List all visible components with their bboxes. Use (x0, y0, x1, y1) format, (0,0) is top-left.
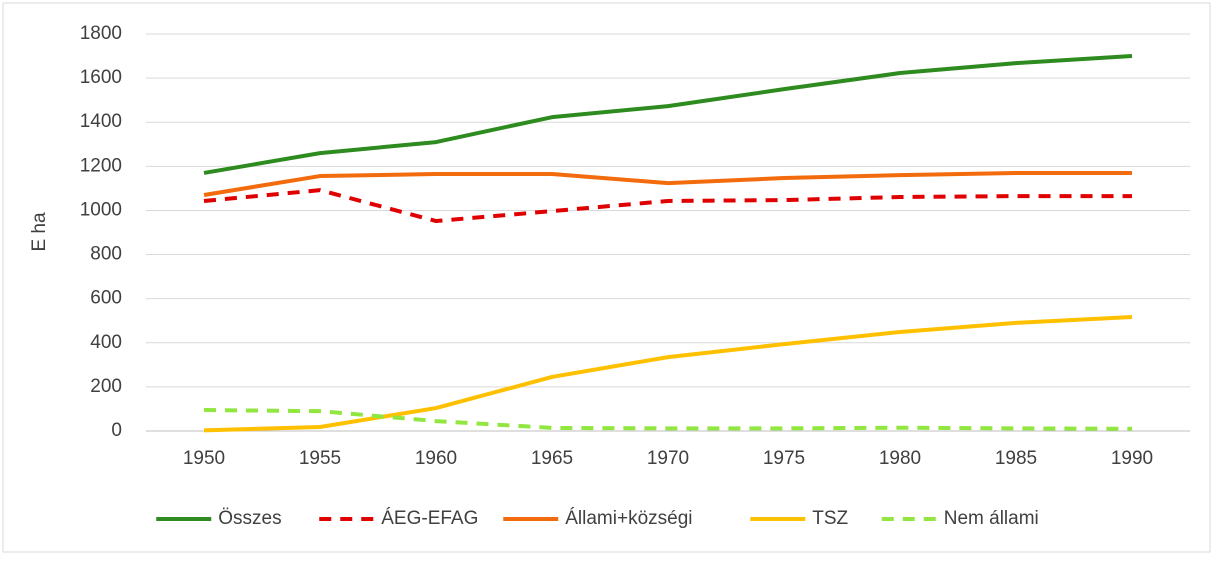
legend-label: Összes (218, 508, 281, 529)
y-axis-label: E ha (29, 212, 50, 252)
series-line (203, 408, 1133, 431)
x-tick-label: 1955 (299, 448, 341, 469)
series-line (203, 170, 1132, 197)
y-tick-label: 0 (111, 420, 122, 441)
x-tick-label: 1965 (531, 448, 573, 469)
x-tick-label: 1990 (1111, 448, 1153, 469)
series-line (203, 54, 1133, 175)
y-tick-label: 1600 (80, 67, 122, 88)
y-tick-label: 1800 (80, 23, 122, 44)
legend-label: TSZ (812, 508, 848, 529)
y-tick-label: 400 (90, 332, 122, 353)
legend-label: Nem állami (944, 508, 1039, 529)
x-tick-label: 1975 (763, 448, 805, 469)
chart-border (2, 2, 1211, 553)
y-tick-label: 600 (90, 288, 122, 309)
x-tick-label: 1960 (415, 448, 457, 469)
y-tick-label: 800 (90, 244, 122, 265)
x-tick-label: 1980 (879, 448, 921, 469)
x-tick-label: 1985 (995, 448, 1037, 469)
x-tick-label: 1970 (647, 448, 689, 469)
y-tick-label: 1200 (80, 155, 122, 176)
series-line (203, 188, 1132, 224)
y-tick-label: 200 (90, 376, 122, 397)
x-tick-label: 1950 (183, 448, 225, 469)
legend-label: ÁEG-EFAG (381, 508, 478, 529)
legend-label: Állami+községi (565, 508, 692, 529)
y-tick-label: 1000 (80, 199, 122, 220)
y-tick-label: 1400 (80, 111, 122, 132)
series-line (203, 314, 1133, 433)
